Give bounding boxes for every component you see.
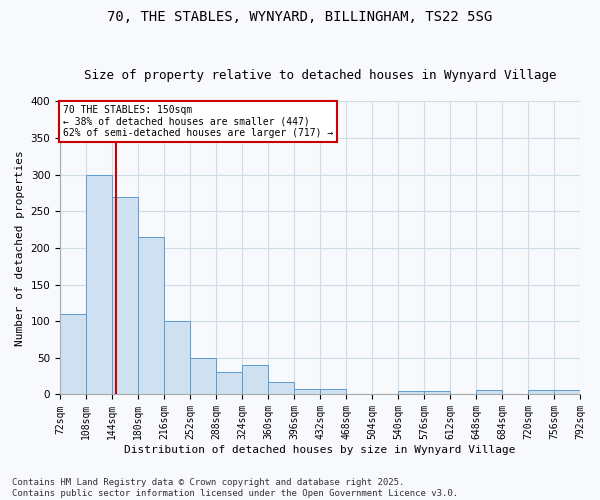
Bar xyxy=(424,391,449,394)
Bar xyxy=(86,174,112,394)
Bar xyxy=(190,358,215,395)
Y-axis label: Number of detached properties: Number of detached properties xyxy=(15,150,25,346)
Bar xyxy=(242,365,268,394)
Text: 70, THE STABLES, WYNYARD, BILLINGHAM, TS22 5SG: 70, THE STABLES, WYNYARD, BILLINGHAM, TS… xyxy=(107,10,493,24)
Bar xyxy=(61,314,86,394)
Text: 70 THE STABLES: 150sqm
← 38% of detached houses are smaller (447)
62% of semi-de: 70 THE STABLES: 150sqm ← 38% of detached… xyxy=(63,105,333,138)
Bar xyxy=(529,390,554,394)
Bar xyxy=(139,237,164,394)
Bar xyxy=(398,391,424,394)
Bar xyxy=(112,196,137,394)
Bar xyxy=(476,390,502,394)
Bar xyxy=(268,382,293,394)
Text: Contains HM Land Registry data © Crown copyright and database right 2025.
Contai: Contains HM Land Registry data © Crown c… xyxy=(12,478,458,498)
Bar xyxy=(164,321,190,394)
X-axis label: Distribution of detached houses by size in Wynyard Village: Distribution of detached houses by size … xyxy=(124,445,516,455)
Title: Size of property relative to detached houses in Wynyard Village: Size of property relative to detached ho… xyxy=(84,69,556,82)
Bar xyxy=(554,390,580,394)
Bar xyxy=(217,372,242,394)
Bar xyxy=(295,390,320,394)
Bar xyxy=(320,390,346,394)
